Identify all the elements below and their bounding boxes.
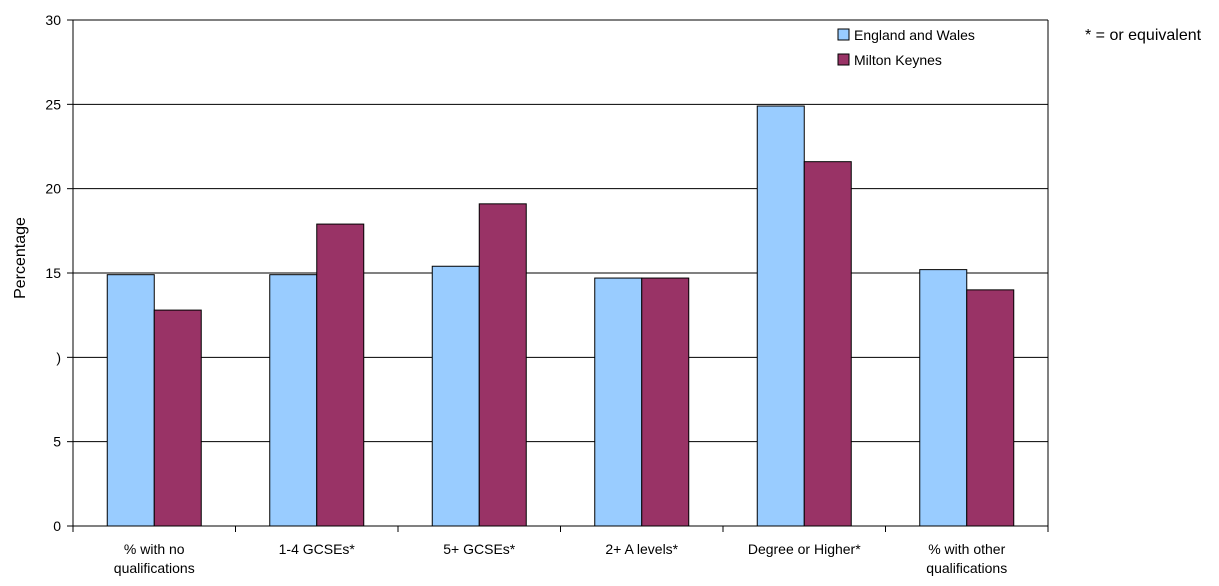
x-tick-label: qualifications <box>114 560 195 576</box>
y-tick-label: 20 <box>45 181 61 197</box>
bar-0-1 <box>269 274 318 527</box>
bar-0-2 <box>431 265 480 527</box>
y-tick-label: 15 <box>45 265 61 281</box>
x-ticks: % with no qualifications 1-4 GCSEs* 5+ GCSE… <box>72 526 1049 576</box>
y-tick-label: 5 <box>53 434 61 450</box>
bar-1-3 <box>641 277 690 527</box>
bar-0-4 <box>756 105 805 527</box>
bar-1-4 <box>803 161 852 527</box>
gridlines <box>73 19 1048 443</box>
x-tick-label: qualifications <box>926 560 1007 576</box>
bar-1-5 <box>966 289 1015 527</box>
bar-1-1 <box>316 223 365 527</box>
legend-entry: Milton Keynes <box>854 52 942 68</box>
legend-swatch <box>837 53 850 66</box>
x-tick-label: 5+ GCSEs* <box>443 541 516 557</box>
legend: England and Wales Milton Keynes <box>837 27 975 68</box>
bar-1-0 <box>153 309 202 527</box>
y-tick-label: ) <box>56 349 61 365</box>
x-tick-label: Degree or Higher* <box>748 541 861 557</box>
bar-0-3 <box>594 277 643 527</box>
legend-swatch <box>837 28 850 41</box>
footnote-annotation: * = or equivalent <box>1085 27 1202 44</box>
x-tick-label: % with no <box>124 541 185 557</box>
bar-0-5 <box>919 269 968 527</box>
legend-entry: England and Wales <box>854 27 975 43</box>
x-tick-label: 1-4 GCSEs* <box>279 541 356 557</box>
y-tick-label: 25 <box>45 96 61 112</box>
y-ticks: 0 5) 15 20 25 30 <box>45 12 73 534</box>
x-tick-label: 2+ A levels* <box>605 541 678 557</box>
bar-1-2 <box>478 203 527 527</box>
y-axis-label: Percentage <box>12 217 29 299</box>
x-tick-label: % with other <box>928 541 1005 557</box>
y-tick-label: 30 <box>45 12 61 28</box>
bar-0-0 <box>106 274 155 527</box>
y-tick-label: 0 <box>53 518 61 534</box>
bars <box>106 105 1015 527</box>
